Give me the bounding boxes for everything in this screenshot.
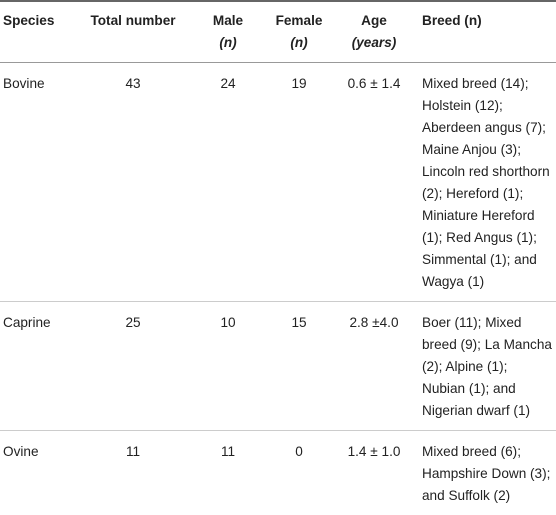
table-cell: 10 bbox=[188, 302, 268, 431]
header-row: Species Total number Male (n) Female (n) Age (y… bbox=[0, 1, 556, 63]
table-cell: 2.8 ±4.0 bbox=[330, 302, 418, 431]
header-text: (n) bbox=[290, 35, 307, 50]
table-cell: Mixed breed (14); Holstein (12); Aberdee… bbox=[418, 63, 556, 302]
header-text: Breed (n) bbox=[422, 13, 482, 28]
page: Species Total number Male (n) Female (n) Age (y… bbox=[0, 0, 556, 428]
table-cell: 25 bbox=[78, 302, 188, 431]
table-cell: 1.4 ± 1.0 bbox=[330, 431, 418, 515]
header-cell: Age (years) bbox=[330, 1, 418, 63]
table-cell: Bovine bbox=[0, 63, 78, 302]
table-cell: 11 bbox=[188, 431, 268, 515]
header-text: (n) bbox=[219, 35, 236, 50]
header-text: Species bbox=[3, 13, 54, 28]
header-text: Age bbox=[361, 13, 387, 28]
table-cell: Mixed breed (6); Hampshire Down (3); and… bbox=[418, 431, 556, 515]
table-cell: 15 bbox=[268, 302, 330, 431]
table-cell: 43 bbox=[78, 63, 188, 302]
header-cell: Breed (n) bbox=[418, 1, 556, 63]
table-header: Species Total number Male (n) Female (n) Age (y… bbox=[0, 1, 556, 63]
table-cell: 0.6 ± 1.4 bbox=[330, 63, 418, 302]
table-cell: Boer (11); Mixed breed (9); La Mancha (2… bbox=[418, 302, 556, 431]
table-cell: 24 bbox=[188, 63, 268, 302]
header-cell: Male (n) bbox=[188, 1, 268, 63]
table-cell: 11 bbox=[78, 431, 188, 515]
header-text: Total number bbox=[90, 13, 175, 28]
header-cell: Female (n) bbox=[268, 1, 330, 63]
header-text: Male bbox=[213, 13, 243, 28]
table-cell: Caprine bbox=[0, 302, 78, 431]
header-cell: Total number bbox=[78, 1, 188, 63]
header-text: (years) bbox=[352, 35, 397, 50]
table-cell: Ovine bbox=[0, 431, 78, 515]
header-cell: Species bbox=[0, 1, 78, 63]
table-cell: 0 bbox=[268, 431, 330, 515]
table-cell: 19 bbox=[268, 63, 330, 302]
header-text: Female bbox=[276, 13, 323, 28]
